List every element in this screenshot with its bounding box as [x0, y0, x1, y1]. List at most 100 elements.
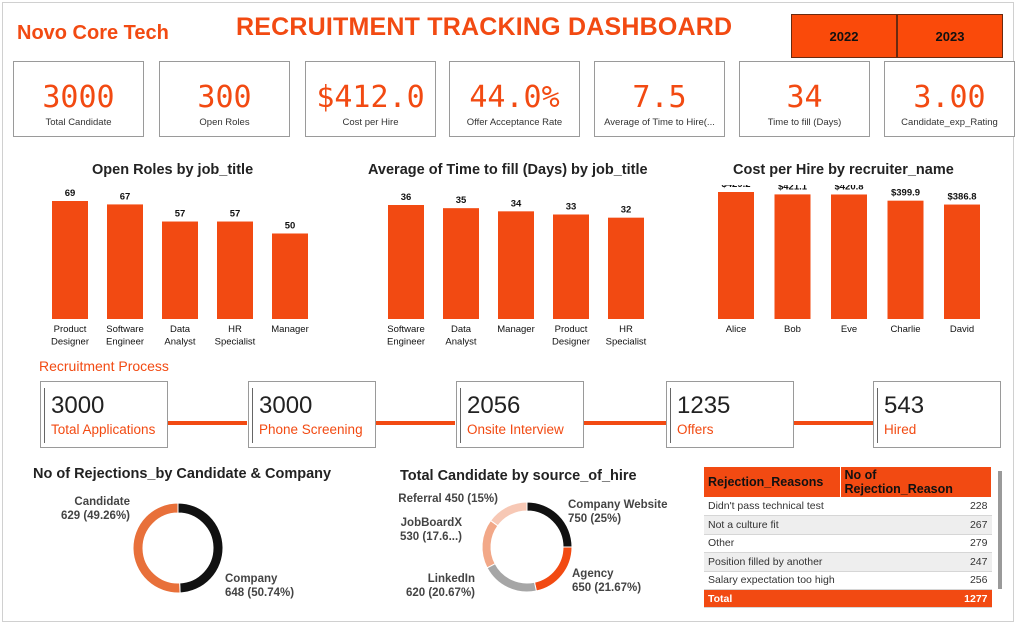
slice-value-label: 530 (17.6...)	[400, 531, 462, 543]
category-label: Specialist	[606, 337, 647, 348]
bar-value-label: $420.8	[834, 185, 863, 192]
kpi-value: 300	[197, 80, 252, 115]
process-step-onsite-interview: 2056 Onsite Interview	[456, 381, 584, 448]
kpi-card-cost-per-hire: $412.0 Cost per Hire	[305, 61, 436, 137]
slice-value-label: 648 (50.74%)	[225, 587, 294, 599]
step-label: Onsite Interview	[467, 422, 564, 437]
kpi-label: Cost per Hire	[342, 117, 399, 128]
bar[interactable]	[272, 233, 308, 319]
process-connector	[376, 421, 455, 425]
bar-value-label: 36	[401, 192, 412, 203]
reason-cell: Other	[704, 534, 840, 553]
table-row: Position filled by another 247	[704, 552, 992, 572]
donut-slice[interactable]	[481, 519, 499, 569]
bar[interactable]	[608, 217, 644, 319]
step-label: Hired	[884, 422, 917, 437]
bar-value-label: 69	[65, 188, 76, 199]
category-label: Software	[106, 324, 144, 335]
category-label: Analyst	[164, 337, 196, 348]
bar-value-label: 67	[120, 191, 131, 202]
step-accent-bar	[460, 388, 461, 443]
donut-slice[interactable]	[489, 501, 528, 527]
kpi-value: 3000	[42, 80, 115, 115]
dashboard-title: RECRUITMENT TRACKING DASHBOARD	[236, 13, 733, 41]
category-label: Manager	[497, 324, 535, 335]
category-label: Specialist	[215, 337, 256, 348]
slice-name-label: LinkedIn	[428, 573, 475, 585]
bar[interactable]	[443, 208, 479, 319]
category-label: Charlie	[890, 324, 920, 335]
table-row: Salary expectation too high 256	[704, 571, 992, 590]
kpi-card-candidate-exp-rating: 3.00 Candidate_exp_Rating	[884, 61, 1015, 137]
process-connector	[794, 421, 873, 425]
step-value: 2056	[467, 392, 521, 419]
process-connector	[168, 421, 247, 425]
kpi-card-open-roles: 300 Open Roles	[159, 61, 290, 137]
slice-name-label: Referral 450 (15%)	[398, 493, 498, 505]
bar[interactable]	[162, 221, 198, 319]
process-connector	[584, 421, 666, 425]
bar-value-label: $386.8	[947, 192, 976, 203]
brand-name: Novo Core Tech	[17, 22, 169, 44]
category-label: Data	[451, 324, 472, 335]
chart-title-time-to-fill: Average of Time to fill (Days) by job_ti…	[368, 162, 648, 178]
table-row: Didn't pass technical test 228	[704, 497, 992, 516]
kpi-label: Time to fill (Days)	[767, 117, 842, 128]
category-label: Engineer	[106, 337, 144, 348]
slice-name-label: Agency	[572, 568, 614, 580]
bar[interactable]	[217, 221, 253, 319]
kpi-card-total-candidate: 3000 Total Candidate	[13, 61, 144, 137]
count-cell: 256	[840, 571, 992, 590]
bar[interactable]	[718, 192, 754, 319]
step-accent-bar	[252, 388, 253, 443]
bar[interactable]	[553, 214, 589, 320]
count-cell: 228	[840, 497, 992, 516]
kpi-value: $412.0	[316, 80, 425, 115]
category-label: HR	[619, 324, 633, 335]
table-row: Not a culture fit 267	[704, 515, 992, 535]
step-accent-bar	[670, 388, 671, 443]
column-header-reason[interactable]: Rejection_Reasons	[704, 467, 841, 497]
donut-slice[interactable]	[533, 546, 573, 592]
category-label: Designer	[51, 337, 89, 348]
bar[interactable]	[498, 211, 534, 319]
step-label: Phone Screening	[259, 422, 363, 437]
recruitment-process-label: Recruitment Process	[39, 358, 169, 374]
count-cell: 267	[840, 515, 992, 535]
bar[interactable]	[52, 201, 88, 319]
reason-cell: Not a culture fit	[704, 515, 840, 535]
year-2022-button[interactable]: 2022	[791, 14, 897, 58]
column-header-count[interactable]: No of Rejection_Reason	[840, 467, 992, 497]
year-2023-button[interactable]: 2023	[897, 14, 1003, 58]
total-label-cell: Total	[704, 589, 840, 608]
process-step-hired: 543 Hired	[873, 381, 1001, 448]
total-count-cell: 1277	[840, 589, 992, 608]
reason-cell: Didn't pass technical test	[704, 497, 840, 516]
donut-slice[interactable]	[486, 563, 537, 593]
step-label: Offers	[677, 422, 714, 437]
bar[interactable]	[107, 204, 143, 319]
cost-per-hire-bar-chart: $429.2 Alice $421.1 Bob $420.8 Eve $399.9 Charl…	[718, 185, 980, 335]
bar[interactable]	[944, 204, 980, 319]
category-label: Software	[387, 324, 425, 335]
donut-slice[interactable]	[526, 501, 573, 548]
table-scrollbar[interactable]	[998, 471, 1002, 589]
kpi-label: Offer Acceptance Rate	[466, 117, 563, 128]
kpi-label: Total Candidate	[45, 117, 112, 128]
bar[interactable]	[388, 205, 424, 319]
table-row: Other 279	[704, 534, 992, 553]
bar[interactable]	[831, 194, 867, 319]
table-total-row: Total 1277	[704, 589, 992, 608]
kpi-card-offer-acceptance-rate: 44.0% Offer Acceptance Rate	[449, 61, 580, 137]
process-step-phone-screening: 3000 Phone Screening	[248, 381, 376, 448]
donut-slice[interactable]	[177, 502, 224, 594]
step-accent-bar	[44, 388, 45, 443]
donut-slice[interactable]	[132, 502, 181, 594]
bar[interactable]	[887, 200, 924, 319]
bar-value-label: 32	[621, 205, 632, 216]
kpi-label: Candidate_exp_Rating	[901, 117, 998, 128]
count-cell: 279	[840, 534, 992, 553]
bar[interactable]	[774, 194, 811, 319]
slice-name-label: Candidate	[74, 496, 130, 508]
kpi-card-time-to-fill: 34 Time to fill (Days)	[739, 61, 870, 137]
